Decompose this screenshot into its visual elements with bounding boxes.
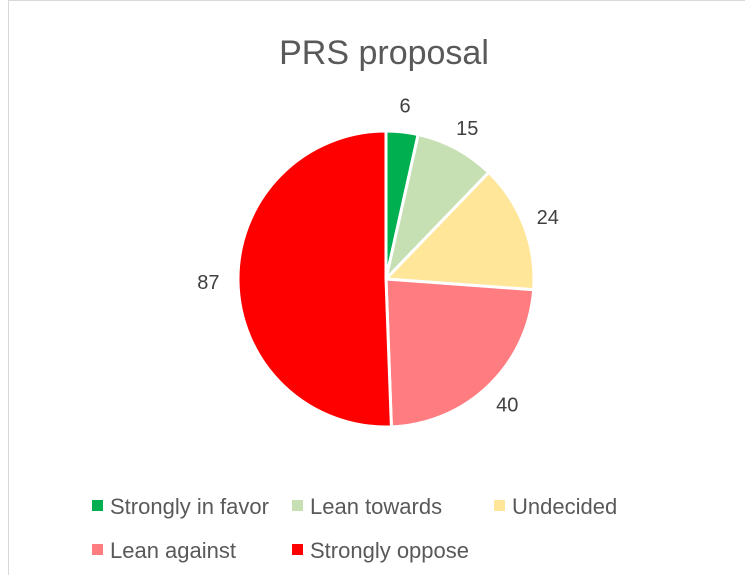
- legend-item-undecided: Undecided: [494, 494, 617, 519]
- data-label-strongly-oppose: 87: [197, 272, 219, 294]
- pie-slice-lean-against: [384, 277, 536, 429]
- data-label-lean-towards: 15: [456, 118, 478, 140]
- data-label-lean-against: 40: [496, 395, 518, 417]
- legend-item-lean-against: Lean against: [92, 538, 236, 563]
- legend-item-lean-towards: Lean towards: [292, 494, 442, 519]
- data-label-undecided: 24: [537, 207, 559, 229]
- legend-swatch-strongly-oppose: [292, 544, 303, 555]
- data-labels: 6 15 24 40 87: [197, 95, 559, 416]
- legend-label-undecided: Undecided: [512, 494, 617, 519]
- legend-label-lean-against: Lean against: [110, 538, 236, 563]
- data-label-strongly-in-favor: 6: [400, 95, 411, 117]
- legend-label-strongly-oppose: Strongly oppose: [310, 538, 469, 563]
- legend-swatch-strongly-in-favor: [92, 500, 103, 511]
- chart-frame: [8, 0, 745, 575]
- chart-title: PRS proposal: [279, 34, 489, 72]
- legend: Strongly in favor Lean towards Undecided Le…: [92, 494, 617, 563]
- legend-label-strongly-in-favor: Strongly in favor: [110, 494, 269, 519]
- legend-item-strongly-oppose: Strongly oppose: [292, 538, 469, 563]
- legend-item-strongly-in-favor: Strongly in favor: [92, 494, 269, 519]
- pie-slices: [236, 129, 536, 429]
- pie-slice-undecided: [382, 170, 536, 292]
- legend-swatch-lean-towards: [292, 500, 303, 511]
- pie-slice-strongly-oppose: [236, 129, 393, 429]
- legend-swatch-undecided: [494, 500, 505, 511]
- legend-swatch-lean-against: [92, 544, 103, 555]
- legend-label-lean-towards: Lean towards: [310, 494, 442, 519]
